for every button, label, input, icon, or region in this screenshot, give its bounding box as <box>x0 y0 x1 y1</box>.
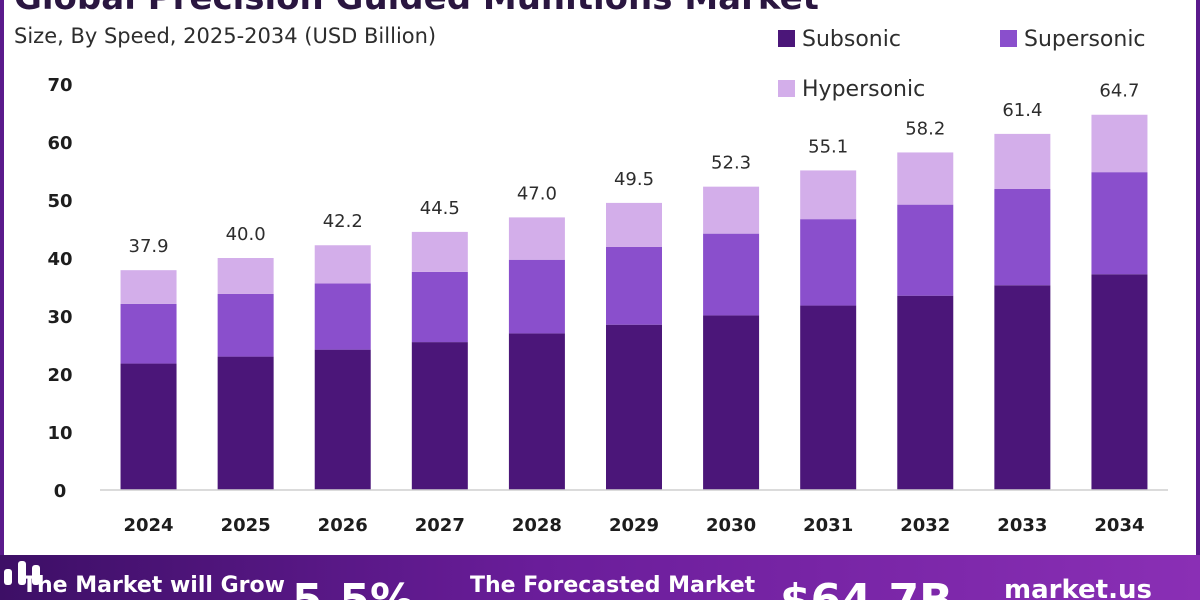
bar-supersonic-2031 <box>800 219 857 306</box>
y-tick-label: 70 <box>47 75 72 96</box>
x-tick-label-2029: 2029 <box>609 515 659 536</box>
bar-total-label-2027: 44.5 <box>420 198 460 219</box>
footer-brand-logo: market.us <box>1004 575 1152 600</box>
footer-forecast-value: $64.7B <box>780 575 953 600</box>
bar-subsonic-2026 <box>314 349 371 490</box>
bar-subsonic-2027 <box>411 342 468 490</box>
chart-legend: Subsonic Supersonic Hypersonic <box>778 27 1146 102</box>
bar-supersonic-2025 <box>217 293 274 357</box>
bar-total-label-2034: 64.7 <box>1099 81 1139 102</box>
bar-hypersonic-2029 <box>606 202 662 247</box>
bar-supersonic-2026 <box>314 283 371 350</box>
bar-subsonic-2030 <box>703 315 760 490</box>
bar-total-label-2030: 52.3 <box>711 153 751 174</box>
bar-total-label-2024: 37.9 <box>129 236 169 257</box>
footer-banner: The Market will Grow 5.5% The Forecasted… <box>0 555 1200 600</box>
bar-hypersonic-2028 <box>508 217 565 260</box>
bar-hypersonic-2032 <box>897 152 954 205</box>
chart-title: Global Precision Guided Munitions Market <box>14 0 819 18</box>
x-tick-label-2027: 2027 <box>415 515 465 536</box>
y-tick-label: 10 <box>47 423 72 444</box>
x-tick-label-2026: 2026 <box>318 515 368 536</box>
bar-supersonic-2033 <box>994 188 1051 286</box>
y-tick-label: 20 <box>47 365 72 386</box>
x-tick-label-2034: 2034 <box>1094 515 1144 536</box>
bar-total-label-2025: 40.0 <box>226 224 266 245</box>
bar-subsonic-2025 <box>217 356 274 490</box>
market-us-logo-icon <box>4 561 40 585</box>
bar-hypersonic-2024 <box>120 270 177 304</box>
bar-hypersonic-2033 <box>994 133 1051 189</box>
bar-total-label-2028: 47.0 <box>517 183 557 204</box>
bar-supersonic-2028 <box>508 259 565 334</box>
bar-supersonic-2030 <box>703 233 760 316</box>
bar-supersonic-2024 <box>120 303 177 364</box>
bar-supersonic-2027 <box>411 271 468 343</box>
x-axis: 2024 2025 2026 2027 2028 2029 2030 2031 2032 2033… <box>100 489 1168 536</box>
legend-swatch-hypersonic <box>778 80 795 97</box>
bar-subsonic-2032 <box>897 295 954 490</box>
bar-series-group: 37.9 40.0 42.2 44.5 47.0 49.5 52.3 55.1 58.2 61.4… <box>120 81 1148 490</box>
x-tick-label-2030: 2030 <box>706 515 756 536</box>
footer-grow-label: The Market will Grow <box>22 573 285 598</box>
x-tick-label-2028: 2028 <box>512 515 562 536</box>
bar-supersonic-2032 <box>897 204 954 296</box>
y-tick-label: 40 <box>47 249 72 270</box>
bar-hypersonic-2034 <box>1091 114 1148 173</box>
legend-label-hypersonic: Hypersonic <box>802 77 925 102</box>
bar-supersonic-2029 <box>606 246 662 325</box>
x-tick-label-2031: 2031 <box>803 515 853 536</box>
legend-swatch-subsonic <box>778 30 795 47</box>
footer-cagr-value: 5.5% <box>292 575 414 600</box>
y-tick-label: 60 <box>47 133 72 154</box>
x-tick-label-2024: 2024 <box>123 515 173 536</box>
bar-hypersonic-2027 <box>411 231 468 272</box>
bar-subsonic-2034 <box>1091 274 1148 490</box>
bar-subsonic-2028 <box>508 333 565 490</box>
legend-label-supersonic: Supersonic <box>1024 27 1146 52</box>
bar-hypersonic-2026 <box>314 245 371 284</box>
bar-total-label-2031: 55.1 <box>808 136 848 157</box>
legend-swatch-supersonic <box>1000 30 1017 47</box>
bar-subsonic-2024 <box>120 363 177 490</box>
legend-label-subsonic: Subsonic <box>802 27 901 52</box>
y-tick-label: 50 <box>47 191 72 212</box>
bar-total-label-2032: 58.2 <box>905 118 945 139</box>
footer-forecast-label: The Forecasted Market <box>470 573 756 598</box>
bar-hypersonic-2030 <box>703 186 760 234</box>
frame-right-border <box>1196 0 1200 555</box>
x-tick-label-2032: 2032 <box>900 515 950 536</box>
bar-subsonic-2033 <box>994 285 1051 490</box>
x-tick-label-2025: 2025 <box>221 515 271 536</box>
bar-total-label-2033: 61.4 <box>1002 100 1042 121</box>
chart-subtitle: Size, By Speed, 2025-2034 (USD Billion) <box>14 24 437 48</box>
bar-subsonic-2029 <box>606 324 662 490</box>
y-tick-label: 30 <box>47 307 72 328</box>
bar-supersonic-2034 <box>1091 172 1148 275</box>
y-axis: 0 10 20 30 40 50 60 70 <box>47 75 72 502</box>
y-tick-label: 0 <box>54 481 67 502</box>
bar-hypersonic-2031 <box>800 170 857 220</box>
bar-total-label-2026: 42.2 <box>323 211 363 232</box>
bar-total-label-2029: 49.5 <box>614 169 654 190</box>
frame-left-border <box>0 0 4 555</box>
bar-subsonic-2031 <box>800 305 857 490</box>
bar-hypersonic-2025 <box>217 258 274 294</box>
x-tick-label-2033: 2033 <box>997 515 1047 536</box>
